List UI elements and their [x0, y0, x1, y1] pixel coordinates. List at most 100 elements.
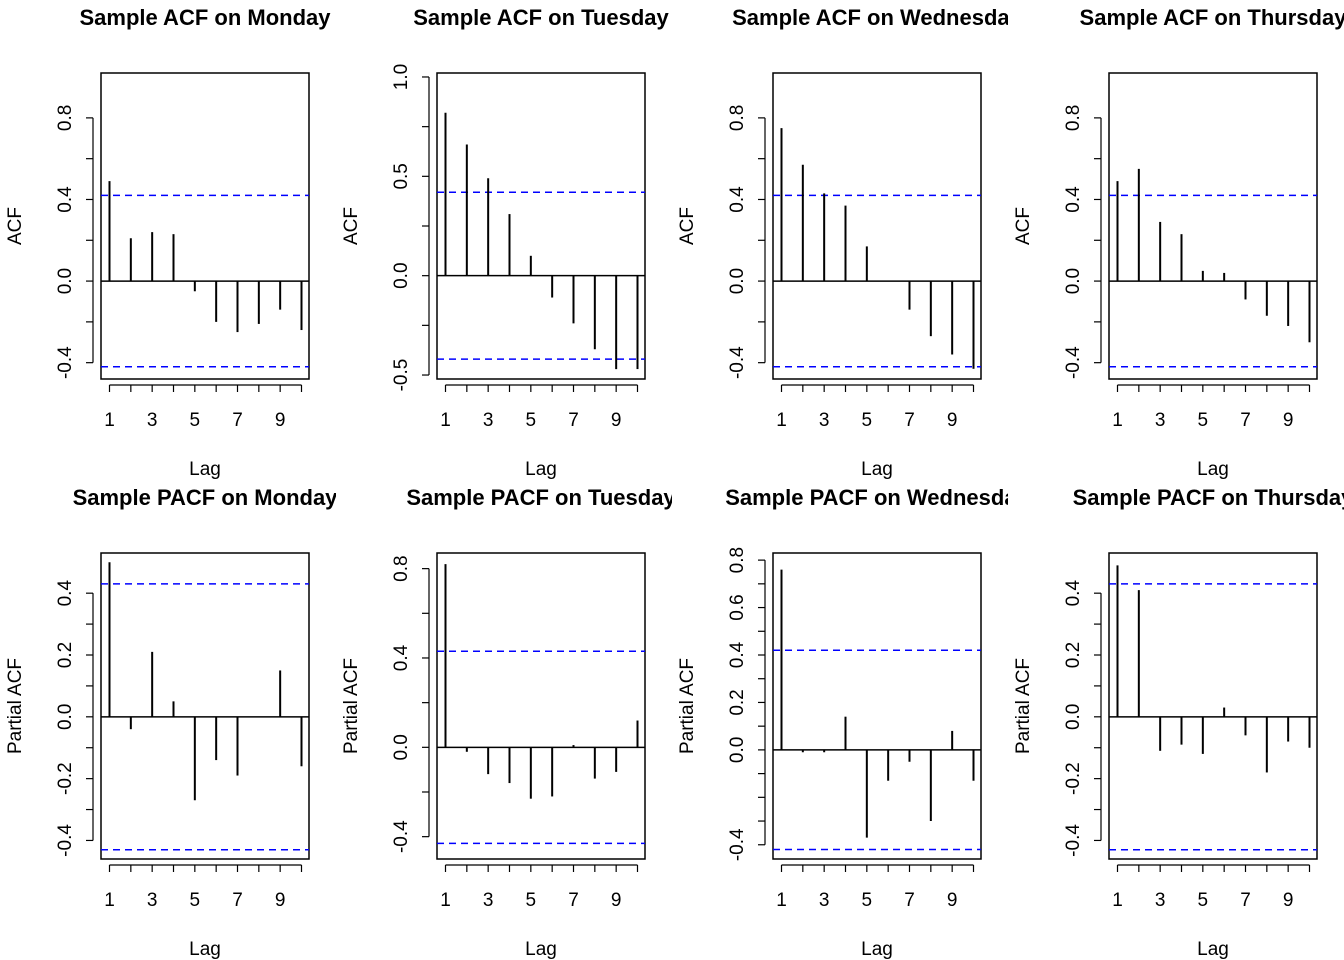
- y-tick-label: 0.0: [55, 704, 76, 730]
- x-axis-label: Lag: [1197, 939, 1229, 960]
- y-tick-label: 0.4: [727, 641, 748, 668]
- y-axis-label: ACF: [677, 207, 698, 245]
- y-tick-label: 0.0: [1063, 268, 1084, 294]
- x-tick-label: 9: [947, 410, 958, 431]
- x-tick-label: 1: [440, 410, 451, 431]
- x-tick-label: 1: [104, 410, 115, 431]
- x-tick-label: 7: [904, 890, 915, 911]
- x-tick-label: 5: [190, 890, 201, 911]
- x-tick-label: 3: [819, 890, 830, 911]
- chart-panel-4: Sample ACF on Thursday 1 3 5 7 9 Lag -0.4 0.0 0.4…: [1013, 5, 1344, 480]
- y-tick-label: 0.2: [1063, 642, 1084, 668]
- y-tick-label: 0.0: [1063, 704, 1084, 730]
- x-tick-label: 7: [232, 410, 243, 431]
- y-tick-label: 0.4: [55, 580, 76, 607]
- x-axis-label: Lag: [861, 939, 893, 960]
- y-axis-label: Partial ACF: [341, 658, 362, 754]
- y-tick-label: 0.5: [391, 163, 412, 189]
- x-tick-label: 3: [483, 410, 494, 431]
- x-axis-label: Lag: [189, 939, 221, 960]
- y-axis-label: Partial ACF: [677, 658, 698, 754]
- x-tick-label: 9: [611, 890, 622, 911]
- x-tick-label: 1: [776, 890, 787, 911]
- y-tick-label: 0.4: [391, 644, 412, 671]
- chart-title: Sample ACF on Monday: [80, 5, 332, 30]
- chart-title: Sample ACF on Tuesday: [413, 5, 669, 30]
- x-tick-label: 5: [862, 410, 873, 431]
- x-tick-label: 7: [568, 410, 579, 431]
- x-tick-label: 5: [526, 890, 537, 911]
- x-tick-label: 3: [147, 890, 158, 911]
- chart-panel-6: Sample PACF on Tuesday 1 3 5 7 9 Lag -0.4 0.0 0.4…: [341, 485, 672, 960]
- x-tick-label: 3: [483, 890, 494, 911]
- chart-panel-2: Sample ACF on Tuesday 1 3 5 7 9 Lag -0.5 0.0 0.5 1…: [341, 5, 670, 480]
- y-axis-label: Partial ACF: [5, 658, 26, 754]
- x-tick-label: 5: [190, 410, 201, 431]
- y-tick-label: -0.4: [391, 820, 412, 853]
- chart-title: Sample PACF on Thursday: [1073, 485, 1344, 510]
- x-axis-label: Lag: [189, 459, 221, 480]
- x-tick-label: 5: [862, 890, 873, 911]
- y-tick-label: -0.4: [55, 824, 76, 857]
- x-tick-label: 1: [104, 890, 115, 911]
- x-tick-label: 1: [1112, 890, 1123, 911]
- chart-title: Sample ACF on Thursday: [1080, 5, 1344, 30]
- y-tick-label: -0.2: [1063, 762, 1084, 795]
- x-tick-label: 9: [275, 410, 286, 431]
- y-tick-label: 0.0: [391, 262, 412, 288]
- x-tick-label: 3: [147, 410, 158, 431]
- x-tick-label: 7: [1240, 890, 1251, 911]
- chart-panel-8: Sample PACF on Thursday 1 3 5 7 9 Lag -0.4 -0.2 0…: [1013, 485, 1344, 960]
- chart-panel-7: Sample PACF on Wednesday 1 3 5 7 9 Lag -0.4 0.0 0…: [677, 485, 1029, 960]
- x-tick-label: 9: [1283, 890, 1294, 911]
- plot-frame: [100, 552, 310, 860]
- plot-frame: [772, 72, 982, 380]
- y-tick-label: 0.2: [55, 642, 76, 668]
- x-tick-label: 9: [947, 890, 958, 911]
- chart-panel-5: Sample PACF on Monday 1 3 5 7 9 Lag -0.4 -0.2 0.0…: [5, 485, 339, 960]
- y-tick-label: 0.8: [391, 555, 412, 581]
- y-tick-label: 0.0: [727, 737, 748, 763]
- y-axis-label: Partial ACF: [1013, 658, 1034, 754]
- x-tick-label: 9: [275, 890, 286, 911]
- x-tick-label: 7: [568, 890, 579, 911]
- x-tick-label: 7: [904, 410, 915, 431]
- y-tick-label: 0.6: [727, 594, 748, 620]
- plot-frame: [436, 552, 646, 860]
- y-tick-label: -0.4: [1063, 824, 1084, 857]
- chart-title: Sample PACF on Monday: [73, 485, 339, 510]
- y-axis-label: ACF: [341, 207, 362, 245]
- x-tick-label: 7: [232, 890, 243, 911]
- x-tick-label: 9: [1283, 410, 1294, 431]
- plot-frame: [1108, 72, 1318, 380]
- y-tick-label: -0.4: [727, 346, 748, 379]
- x-axis-label: Lag: [525, 939, 557, 960]
- y-tick-label: 0.4: [55, 186, 76, 213]
- y-tick-label: 0.2: [727, 689, 748, 715]
- x-tick-label: 1: [440, 890, 451, 911]
- y-tick-label: 0.0: [727, 268, 748, 294]
- y-tick-label: 0.4: [1063, 186, 1084, 213]
- x-tick-label: 1: [1112, 410, 1123, 431]
- y-axis-label: ACF: [1013, 207, 1034, 245]
- y-tick-label: -0.4: [55, 346, 76, 379]
- chart-title: Sample PACF on Wednesday: [725, 485, 1029, 510]
- x-tick-label: 1: [776, 410, 787, 431]
- x-tick-label: 7: [1240, 410, 1251, 431]
- x-tick-label: 5: [1198, 890, 1209, 911]
- y-tick-label: 0.8: [55, 105, 76, 131]
- y-tick-label: -0.2: [55, 762, 76, 795]
- y-tick-label: -0.5: [391, 359, 412, 392]
- y-tick-label: -0.4: [727, 828, 748, 861]
- y-tick-label: 0.8: [1063, 105, 1084, 131]
- y-axis-label: ACF: [5, 207, 26, 245]
- plot-frame: [436, 72, 646, 380]
- chart-title: Sample ACF on Wednesday: [732, 5, 1022, 30]
- y-tick-label: 1.0: [391, 64, 412, 90]
- x-axis-label: Lag: [1197, 459, 1229, 480]
- y-tick-label: 0.0: [55, 268, 76, 294]
- x-axis-label: Lag: [525, 459, 557, 480]
- y-tick-label: 0.8: [727, 105, 748, 131]
- y-tick-label: 0.4: [1063, 580, 1084, 607]
